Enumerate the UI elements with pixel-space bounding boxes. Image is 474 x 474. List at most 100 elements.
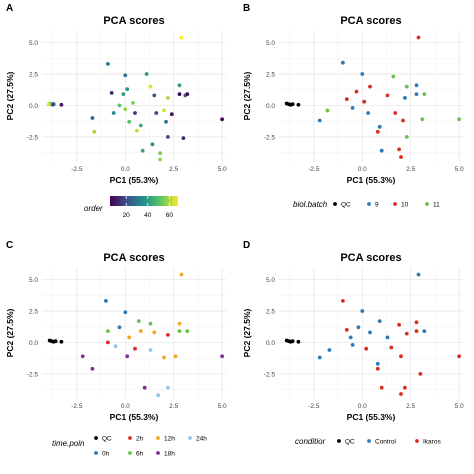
data-point (166, 135, 170, 139)
data-point (420, 117, 425, 122)
legend-label: 6h (136, 451, 144, 458)
legend-key (393, 202, 397, 206)
y-tick-label: 0.0 (266, 340, 275, 347)
data-point (138, 329, 143, 333)
x-axis-label: PC1 (55.3%) (110, 412, 159, 422)
data-point (368, 84, 372, 89)
y-axis-label: PC2 (27.5%) (242, 72, 252, 121)
chart-title: PCA scores (340, 15, 401, 27)
data-point (404, 135, 409, 139)
x-tick-label: 0.0 (358, 166, 367, 173)
legend-key (94, 451, 98, 455)
data-point (125, 354, 130, 359)
data-point (220, 117, 225, 122)
data-point (140, 148, 145, 153)
data-point (414, 92, 419, 96)
data-point (59, 102, 64, 107)
data-point (142, 385, 147, 390)
data-point (125, 87, 130, 91)
data-point (403, 385, 407, 390)
y-tick-label: 5.0 (29, 277, 38, 284)
data-point (123, 73, 128, 78)
data-point (117, 325, 122, 330)
legend-key (367, 439, 371, 443)
data-point (354, 89, 359, 94)
data-point (131, 101, 135, 105)
data-point (457, 117, 461, 122)
x-tick-label: 5.0 (455, 166, 464, 173)
legend-key (156, 451, 160, 455)
data-point (148, 84, 153, 89)
x-tick-label: 2.5 (406, 403, 415, 410)
data-point (166, 385, 170, 390)
x-tick-label: 2.5 (406, 166, 415, 173)
data-point (156, 393, 161, 398)
data-point (317, 118, 322, 123)
data-point (385, 93, 390, 98)
data-point (169, 112, 174, 117)
y-tick-label: 0.0 (29, 340, 38, 347)
data-point (416, 272, 421, 277)
x-tick-label: 0.0 (121, 166, 130, 173)
x-axis-label: PC1 (55.3%) (347, 412, 396, 422)
data-point (296, 339, 301, 344)
data-point (344, 97, 349, 101)
data-point (177, 92, 182, 96)
legend-key (367, 202, 371, 206)
x-tick-label: 0.0 (121, 403, 130, 410)
data-point (136, 319, 141, 323)
data-point (162, 355, 166, 360)
data-point (53, 339, 58, 344)
legend-label: QC (102, 436, 112, 443)
data-point (290, 102, 295, 107)
data-point (148, 348, 153, 352)
panel-letter: A (6, 3, 13, 14)
chart-title: PCA scores (340, 252, 401, 264)
x-tick-label: -2.5 (308, 166, 320, 173)
data-point (51, 102, 56, 107)
legend-label: 9 (375, 202, 379, 209)
data-point (109, 91, 114, 95)
data-point (185, 329, 190, 333)
data-point (399, 155, 403, 159)
data-point (290, 339, 295, 344)
data-point (46, 102, 51, 107)
panel-a: A PCA scores -2.5 0.0 2.5 5.0 -2.5 0.0 2.5 5.0 PC1… (5, 3, 227, 219)
data-point (457, 354, 461, 359)
legend-key (425, 202, 429, 206)
data-point (341, 299, 345, 303)
data-point (177, 321, 182, 326)
data-point (80, 354, 85, 359)
data-point (185, 92, 190, 96)
y-tick-label: -2.5 (264, 371, 276, 378)
legend-key (333, 202, 337, 206)
data-point (348, 335, 353, 340)
y-tick-label: 2.5 (29, 309, 38, 316)
data-point (90, 366, 95, 371)
data-point (166, 96, 170, 100)
data-point (92, 129, 97, 134)
legend-key (94, 436, 98, 440)
legend-label: 12h (164, 436, 175, 443)
data-point (106, 329, 110, 333)
panel-letter: D (243, 240, 250, 251)
x-axis-label: PC1 (55.3%) (110, 175, 159, 185)
data-point (158, 157, 163, 162)
chart-title: PCA scores (103, 15, 164, 27)
x-tick-label: 2.5 (169, 403, 178, 410)
data-point (127, 119, 132, 124)
panel-letter: B (243, 3, 250, 14)
data-point (154, 111, 159, 115)
legend-key (415, 439, 419, 443)
data-point (393, 111, 398, 115)
y-axis-label: PC2 (27.5%) (242, 309, 252, 358)
y-tick-label: 2.5 (266, 72, 275, 79)
data-point (377, 124, 382, 129)
data-point (414, 329, 419, 333)
legend-title: order (84, 204, 103, 213)
legend-label: Control (375, 439, 397, 446)
data-point (152, 330, 157, 335)
panel-d: D PCA scores -2.5 0.0 2.5 5.0 -2.5 0.0 2.5 5.0 PC1… (242, 240, 464, 446)
data-point (360, 72, 365, 76)
x-tick-label: -2.5 (71, 403, 83, 410)
